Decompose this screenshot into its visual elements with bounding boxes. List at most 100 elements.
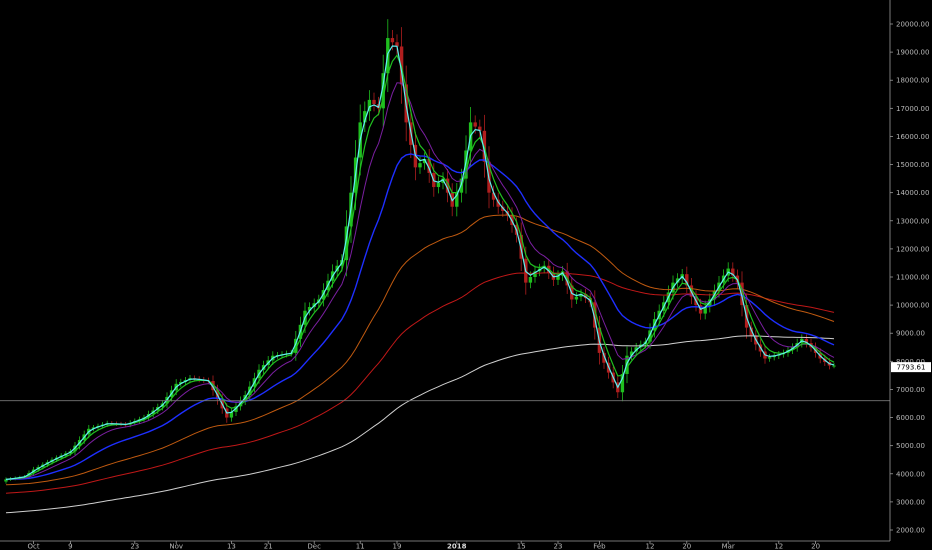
price-tick-label: 13000.00 — [896, 217, 929, 225]
candle-body — [556, 275, 560, 280]
price-tick-label: 10000.00 — [896, 302, 929, 310]
candle-body — [602, 352, 606, 363]
candle — [832, 362, 836, 369]
candle — [4, 477, 8, 484]
candle — [602, 346, 606, 369]
price-tick-label: 6000.00 — [896, 414, 925, 422]
candle — [381, 54, 385, 127]
candle-body — [593, 302, 597, 328]
time-tick-label: Nov — [169, 543, 183, 550]
candle-body — [395, 42, 399, 47]
candle-body — [422, 158, 427, 164]
candle — [91, 424, 96, 432]
candle-body — [455, 192, 459, 207]
candle — [455, 183, 459, 217]
candle-body — [648, 330, 652, 342]
candle — [620, 365, 625, 402]
candle-body — [629, 351, 634, 356]
time-tick-label: 11 — [356, 543, 365, 550]
candle-body — [528, 277, 533, 283]
candle-body — [685, 274, 689, 286]
ema-cyan-line — [5, 45, 835, 480]
candle — [445, 168, 450, 203]
candle-body — [418, 163, 422, 168]
last-price-label: 7793.61 — [897, 364, 926, 372]
candle-body — [832, 365, 836, 367]
time-tick-label: 9 — [68, 543, 72, 550]
candle — [395, 34, 399, 55]
candle-body — [767, 357, 772, 359]
time-tick-label: Feb — [593, 543, 606, 550]
time-tick-label: 12 — [774, 543, 783, 550]
price-tick-label: 16000.00 — [896, 133, 929, 141]
candle-body — [436, 182, 441, 188]
candle-body — [229, 411, 234, 418]
candle — [422, 152, 427, 170]
candle-body — [307, 306, 312, 311]
time-tick-label: 2018 — [447, 543, 467, 550]
candle-body — [381, 73, 385, 109]
candle-body — [533, 271, 537, 277]
price-tick-label: 11000.00 — [896, 274, 929, 282]
candle-body — [749, 327, 753, 337]
candle-body — [427, 158, 431, 173]
candle — [767, 353, 772, 362]
candle — [629, 347, 634, 361]
candle-body — [740, 282, 744, 306]
ema-orange-line — [5, 214, 835, 486]
last-price-badge: 7793.61 — [891, 362, 931, 373]
candle-body — [91, 427, 96, 429]
ema-red-line — [5, 272, 835, 494]
ema-purple-line — [5, 82, 835, 480]
time-tick-label: Mar — [722, 543, 735, 550]
time-tick-label: 15 — [517, 543, 526, 550]
candle — [307, 302, 312, 316]
time-tick-label: 12 — [646, 543, 655, 550]
candle-body — [583, 293, 588, 299]
candle-body — [496, 199, 500, 207]
time-tick-label: 23 — [554, 543, 563, 550]
candle-body — [294, 338, 298, 353]
price-tick-label: 15000.00 — [896, 161, 929, 169]
time-tick-label: Oct — [28, 543, 40, 550]
candle-body — [675, 278, 680, 283]
ema-green-line — [5, 54, 835, 480]
candle — [528, 271, 533, 289]
candle-body — [390, 38, 395, 43]
candle — [749, 321, 753, 342]
price-tick-label: 17000.00 — [896, 105, 929, 113]
price-axis: 2000.00 3000.00 4000.00 5000.00 6000.00 7000.… — [890, 21, 929, 535]
moving-average-lines — [5, 45, 835, 514]
candle-body — [620, 373, 625, 393]
candle-body — [179, 381, 183, 384]
price-tick-label: 4000.00 — [896, 470, 925, 478]
candle — [234, 402, 238, 417]
candle-body — [703, 306, 707, 314]
candle — [436, 176, 441, 194]
candle — [491, 185, 496, 207]
candle — [179, 378, 183, 387]
price-tick-label: 2000.00 — [896, 527, 925, 535]
time-tick-label: 20 — [811, 543, 820, 550]
candle-body — [473, 122, 477, 127]
candle-body — [804, 338, 809, 344]
candle-body — [731, 268, 735, 276]
candle — [675, 273, 680, 288]
candle — [367, 90, 372, 121]
candle — [804, 334, 809, 348]
candle-body — [478, 126, 482, 131]
time-tick-label: 19 — [393, 543, 402, 550]
ema-blue-line — [5, 153, 835, 481]
candle — [574, 292, 579, 304]
price-tick-label: 19000.00 — [896, 49, 929, 57]
time-tick-label: 13 — [227, 543, 236, 550]
candle — [583, 288, 588, 304]
candle — [731, 262, 735, 282]
price-tick-label: 8000.00 — [896, 358, 925, 366]
candle — [496, 192, 500, 214]
price-tick-label: 9000.00 — [896, 330, 925, 338]
candle-body — [344, 226, 349, 261]
candle-body — [574, 296, 579, 300]
